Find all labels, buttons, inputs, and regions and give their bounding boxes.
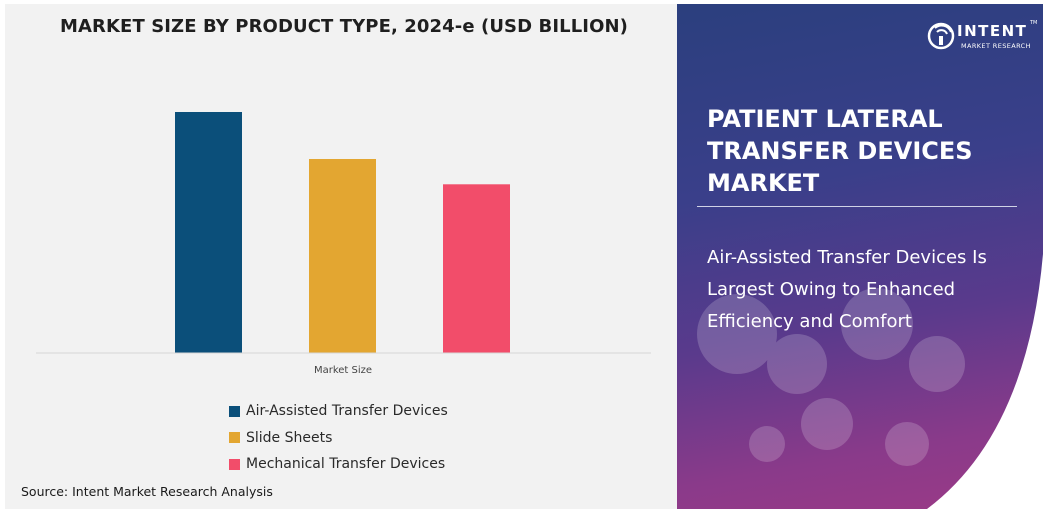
bar-air-assisted-transfer-devices — [175, 112, 242, 353]
chart-legend: Air-Assisted Transfer Devices Slide Sheet… — [229, 398, 448, 478]
world-map-background — [697, 288, 965, 466]
legend-label: Mechanical Transfer Devices — [246, 456, 446, 473]
legend-item: Slide Sheets — [229, 425, 448, 452]
logo-tagline: MARKET RESEARCH — [961, 42, 1031, 50]
legend-swatch — [229, 405, 240, 417]
legend-label: Air-Assisted Transfer Devices — [246, 403, 448, 420]
panel-curve — [927, 254, 1043, 509]
bar-mechanical-transfer-devices — [443, 184, 510, 353]
logo-trademark: TM — [1030, 20, 1038, 26]
legend-swatch — [229, 432, 240, 444]
signal-icon — [927, 22, 955, 50]
source-note: Source: Intent Market Research Analysis — [21, 484, 273, 499]
x-tick-label: Market Size — [314, 365, 372, 376]
legend-item: Air-Assisted Transfer Devices — [229, 398, 448, 425]
legend-swatch — [229, 458, 240, 470]
market-title: PATIENT LATERAL TRANSFER DEVICES MARKET — [707, 105, 973, 197]
info-panel: INTENT TM MARKET RESEARCH PATIENT LATERA… — [677, 4, 1043, 509]
intent-logo: INTENT TM MARKET RESEARCH — [927, 14, 1037, 62]
chart-title: MARKET SIZE BY PRODUCT TYPE, 2024-e (USD… — [60, 16, 628, 37]
key-finding: Air-Assisted Transfer Devices Is Largest… — [707, 247, 987, 332]
legend-item: Mechanical Transfer Devices — [229, 451, 448, 478]
title-divider — [697, 206, 1017, 207]
bar-slide-sheets — [309, 158, 376, 353]
logo-name: INTENT — [957, 22, 1028, 40]
legend-label: Slide Sheets — [246, 429, 333, 446]
bar-chart: Market Size — [36, 112, 651, 376]
